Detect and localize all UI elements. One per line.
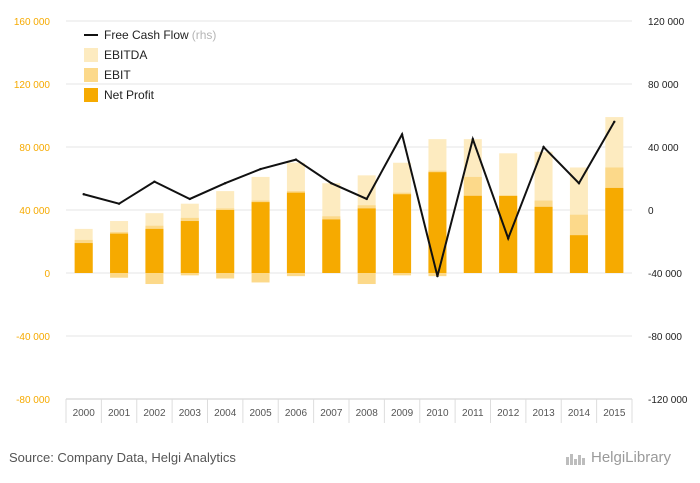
x-tick-label: 2005 — [249, 408, 272, 419]
ebit-negative-bar — [145, 273, 164, 285]
ebit-negative-bar — [110, 273, 129, 278]
net-profit-bar — [428, 172, 447, 273]
net-profit-bar — [322, 219, 341, 273]
x-tick-label: 2000 — [73, 408, 96, 419]
fcf-point — [188, 197, 192, 201]
library-logo-icon — [566, 453, 585, 465]
ebit-negative-bar — [251, 273, 270, 283]
fcf-point — [613, 120, 616, 124]
x-tick-label: 2013 — [532, 408, 555, 419]
legend-net_profit-swatch — [84, 88, 98, 102]
fcf-point — [577, 182, 581, 185]
net-profit-bar — [74, 243, 93, 273]
legend-label: EBIT — [104, 68, 131, 82]
fcf-point — [153, 180, 156, 183]
legend-suffix: (rhs) — [192, 28, 217, 42]
fcf-point — [471, 137, 475, 141]
fcf-point — [542, 145, 545, 149]
fcf-point — [117, 202, 121, 205]
y-left-tick-label: -80 000 — [16, 395, 50, 406]
net-profit-bar — [605, 187, 624, 273]
y-right-tick-label: 0 — [648, 206, 654, 217]
ebit-negative-bar — [216, 273, 235, 279]
legend-ebit-swatch — [84, 68, 98, 82]
net-profit-bar — [251, 202, 270, 273]
brand-name: HelgiLibrary — [591, 449, 672, 466]
fcf-point — [294, 158, 298, 161]
fcf-point — [259, 167, 262, 171]
fcf-point — [330, 182, 333, 185]
legend-label: Net Profit — [104, 88, 155, 102]
x-tick-label: 2007 — [320, 408, 343, 419]
y-right-tick-label: 120 000 — [648, 17, 685, 28]
y-left-tick-label: 40 000 — [19, 206, 50, 217]
combo-chart: 160 000 120 000 80 000 40 000 0 -40 000 -80 00… — [14, 17, 688, 423]
legend-label: EBITDA — [104, 48, 147, 62]
y-right-tick-label: 80 000 — [648, 80, 679, 91]
y-right-tick-label: -120 000 — [648, 395, 688, 406]
net-profit-bar — [534, 206, 553, 273]
ebit-negative-bar — [357, 273, 376, 285]
net-profit-bar — [463, 195, 482, 273]
y-left-tick-label: 0 — [44, 269, 50, 280]
net-profit-bar — [180, 221, 199, 273]
x-tick-label: 2015 — [603, 408, 626, 419]
x-tick-label: 2008 — [356, 408, 379, 419]
x-tick-label: 2009 — [391, 408, 414, 419]
y-right-tick-label: -40 000 — [648, 269, 682, 280]
x-tick-label: 2006 — [285, 408, 308, 419]
fcf-point — [400, 133, 404, 136]
fcf-point — [506, 237, 510, 240]
fcf-line — [83, 121, 616, 277]
legend-ebitda-swatch — [84, 48, 98, 62]
net-profit-bar — [393, 194, 412, 273]
fcf-point — [365, 197, 368, 201]
net-profit-bar — [110, 233, 129, 273]
ebit-negative-bar — [393, 273, 412, 276]
x-tick-label: 2010 — [426, 408, 449, 419]
source-text: Source: Company Data, Helgi Analytics — [9, 450, 236, 465]
y-left-tick-label: -40 000 — [16, 332, 50, 343]
ebit-negative-bar — [180, 273, 199, 276]
net-profit-bar — [216, 210, 235, 273]
ebit-negative-bar — [286, 273, 305, 277]
x-tick-label: 2011 — [462, 408, 484, 419]
y-left-tick-label: 120 000 — [14, 80, 51, 91]
y-right-tick-label: -80 000 — [648, 332, 682, 343]
legend-label: Free Cash Flow (rhs) — [104, 28, 216, 42]
x-tick-label: 2002 — [143, 408, 166, 419]
x-tick-label: 2001 — [108, 408, 131, 419]
net-profit-bar — [145, 228, 164, 273]
net-profit-bar — [569, 235, 588, 273]
x-tick-label: 2003 — [179, 408, 202, 419]
net-profit-bar — [286, 192, 305, 273]
x-tick-label: 2014 — [568, 408, 591, 419]
x-tick-label: 2012 — [497, 408, 520, 419]
y-right-tick-label: 40 000 — [648, 143, 679, 154]
x-tick-label: 2004 — [214, 408, 237, 419]
brand-logo-block[interactable]: HelgiLibrary — [565, 449, 671, 466]
fcf-point — [223, 182, 227, 185]
fcf-point — [436, 274, 439, 278]
net-profit-bar — [499, 195, 518, 273]
fcf-point — [82, 193, 85, 196]
y-left-tick-label: 160 000 — [14, 17, 51, 28]
net-profit-bar — [357, 208, 376, 273]
y-left-tick-label: 80 000 — [19, 143, 50, 154]
